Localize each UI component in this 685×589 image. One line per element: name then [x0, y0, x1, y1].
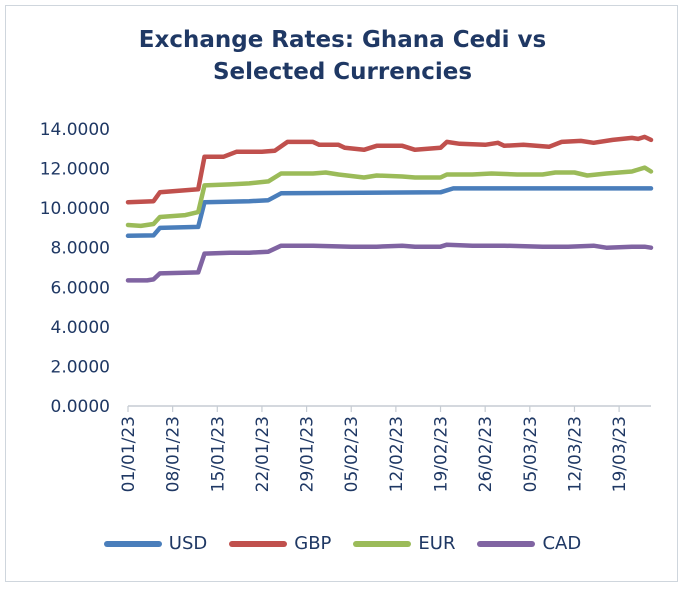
- x-tick-label: 19/03/23: [610, 416, 630, 492]
- chart-title-line-2: Selected Currencies: [212, 59, 473, 85]
- x-tick-label: 29/01/23: [298, 416, 318, 492]
- chart-frame: [5, 5, 678, 582]
- chart-title-line-1: Exchange Rates: Ghana Cedi vs: [138, 27, 547, 53]
- y-tick-label: 14.0000: [40, 120, 110, 140]
- y-tick-label: 4.0000: [51, 318, 110, 338]
- legend-item-eur: EUR: [353, 533, 455, 554]
- x-tick-label: 01/01/23: [119, 416, 139, 492]
- x-tick-label: 05/03/23: [521, 416, 541, 492]
- legend-item-usd: USD: [103, 533, 208, 554]
- legend-label: CAD: [542, 533, 582, 554]
- x-tick-label: 15/01/23: [208, 416, 228, 492]
- y-tick-label: 6.0000: [51, 278, 110, 298]
- legend-swatch: [103, 540, 162, 547]
- y-tick-label: 0.0000: [51, 397, 110, 417]
- x-tick-label: 05/02/23: [342, 416, 362, 492]
- x-tick-label: 19/02/23: [432, 416, 452, 492]
- series-line-eur: [125, 165, 654, 229]
- x-tick-label: 08/01/23: [164, 416, 184, 492]
- series-line-cad: [125, 242, 654, 283]
- legend-swatch: [229, 540, 288, 547]
- y-tick-label: 10.0000: [40, 199, 110, 219]
- chart-title: Exchange Rates: Ghana Cedi vs Selected C…: [0, 24, 685, 88]
- legend-item-cad: CAD: [477, 533, 581, 554]
- x-tick-label: 12/02/23: [387, 416, 407, 492]
- legend-item-gbp: GBP: [229, 533, 331, 554]
- legend-label: EUR: [418, 533, 456, 554]
- chart-legend: USD GBP EUR CAD: [0, 533, 685, 554]
- series-line-gbp: [125, 134, 654, 205]
- series-line-usd: [125, 186, 654, 239]
- legend-label: GBP: [294, 533, 332, 554]
- x-tick-label: 22/01/23: [253, 416, 273, 492]
- legend-swatch: [477, 540, 536, 547]
- y-tick-label: 12.0000: [40, 160, 110, 180]
- y-tick-label: 8.0000: [51, 239, 110, 259]
- legend-label: USD: [168, 533, 208, 554]
- x-tick-label: 12/03/23: [565, 416, 585, 492]
- y-tick-label: 2.0000: [51, 357, 110, 377]
- legend-swatch: [353, 540, 412, 547]
- x-tick-label: 26/02/23: [476, 416, 496, 492]
